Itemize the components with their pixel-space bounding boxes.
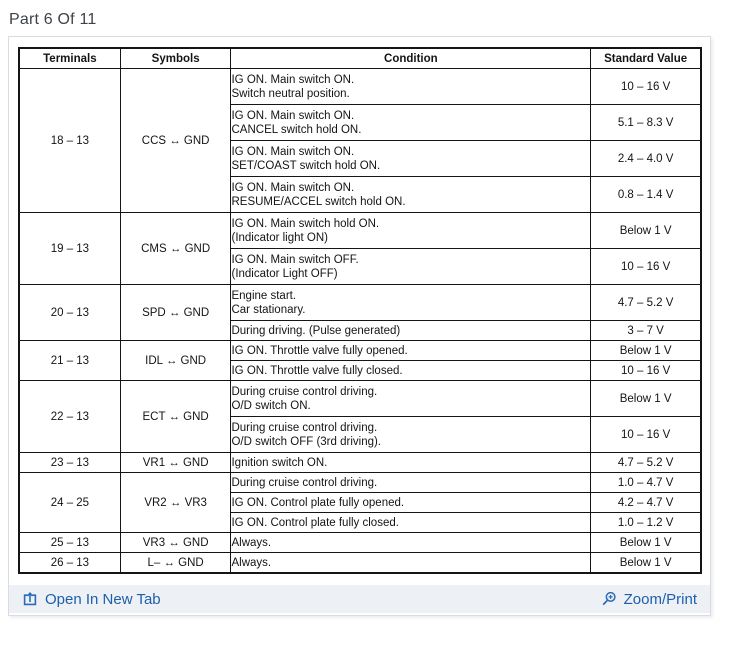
table-row: 23 – 13 VR1 ↔ GND Ignition switch ON. 4.7 –… [18, 452, 702, 473]
table-header-row: Terminals Symbols Condition Standard Val… [18, 47, 702, 69]
standard-value-cell: 4.7 – 5.2 V [590, 452, 702, 473]
symbol-cell: SPD ↔ GND [119, 284, 232, 341]
condition-cell: Ignition switch ON. [230, 452, 592, 473]
table-row: IG ON. Main switch ON. RESUME/ACCEL switc… [19, 176, 702, 213]
condition-cell: IG ON. Main switch ON. CANCEL switch hold… [230, 104, 592, 141]
terminals-cell: 20 – 13 [18, 284, 121, 341]
symbol-cell: VR3 ↔ GND [119, 532, 232, 553]
table-row: 20 – 13 SPD ↔ GND Engine start. Car station… [18, 284, 702, 341]
open-in-new-tab-icon [22, 591, 38, 607]
symbol-cell: CMS ↔ GND [119, 212, 232, 285]
column-header-condition: Condition [230, 47, 592, 69]
condition-cell: During driving. (Pulse generated) [230, 320, 592, 341]
standard-value-cell: 1.0 – 1.2 V [590, 512, 702, 533]
standard-value-cell: 4.7 – 5.2 V [590, 284, 702, 321]
column-header-symbols: Symbols [119, 47, 232, 69]
column-header-terminals: Terminals [18, 47, 121, 69]
condition-cell: IG ON. Throttle valve fully opened. [230, 340, 592, 361]
symbol-cell: L– ↔ GND [119, 552, 232, 574]
standard-value-cell: 1.0 – 4.7 V [590, 472, 702, 493]
terminals-cell: 24 – 25 [18, 472, 121, 533]
standard-value-cell: Below 1 V [590, 532, 702, 553]
table-row: 22 – 13 ECT ↔ GND During cruise control dr… [18, 380, 702, 453]
standard-value-cell: Below 1 V [590, 340, 702, 361]
standard-value-cell: 3 – 7 V [590, 320, 702, 341]
table-row: 24 – 25 VR2 ↔ VR3 During cruise control dr… [18, 472, 702, 533]
table-container: Terminals Symbols Condition Standard Val… [18, 47, 702, 574]
open-in-new-tab-link[interactable]: Open In New Tab [22, 591, 161, 608]
standard-value-cell: 10 – 16 V [590, 416, 702, 453]
standard-value-cell: 10 – 16 V [590, 360, 702, 381]
condition-cell: During cruise control driving. [230, 472, 592, 493]
column-header-standard-value: Standard Value [590, 47, 702, 69]
zoom-print-link[interactable]: Zoom/Print [601, 591, 697, 608]
table-row: IG ON. Main switch ON. CANCEL switch hold… [19, 104, 702, 141]
standard-value-cell: Below 1 V [590, 380, 702, 417]
symbol-cell: VR1 ↔ GND [119, 452, 232, 473]
standard-value-cell: 10 – 16 V [590, 68, 702, 105]
terminal-voltage-table: Terminals Symbols Condition Standard Val… [18, 47, 702, 574]
table-row: 25 – 13 VR3 ↔ GND Always. Below 1 V [18, 532, 702, 553]
condition-cell: IG ON. Main switch ON. SET/COAST switch h… [230, 140, 592, 177]
symbol-cell: IDL ↔ GND [119, 340, 232, 381]
table-row: IG ON. Main switch OFF. (Indicator Light … [19, 248, 702, 285]
terminals-cell: 18 – 13 [18, 68, 121, 213]
table-row: During cruise control driving. O/D switch… [19, 416, 702, 453]
condition-cell: Always. [230, 552, 592, 574]
condition-cell: Engine start. Car stationary. [230, 284, 592, 321]
page-title: Part 6 Of 11 [9, 11, 97, 28]
terminals-cell: 21 – 13 [18, 340, 121, 381]
standard-value-cell: 5.1 – 8.3 V [590, 104, 702, 141]
table-row: IG ON. Control plate fully opened. 4.2 – … [19, 492, 702, 513]
zoom-print-label: Zoom/Print [623, 590, 697, 608]
panel-footer: Open In New Tab Zoom/Print [9, 585, 710, 613]
condition-cell: During cruise control driving. O/D switch… [230, 380, 592, 417]
terminals-cell: 26 – 13 [18, 552, 121, 574]
symbol-cell: VR2 ↔ VR3 [119, 472, 232, 533]
standard-value-cell: 0.8 – 1.4 V [590, 176, 702, 213]
magnifier-plus-icon [601, 591, 617, 607]
table-row: 19 – 13 CMS ↔ GND IG ON. Main switch hold … [18, 212, 702, 285]
condition-cell: IG ON. Main switch ON. Switch neutral pos… [230, 68, 592, 105]
condition-cell: IG ON. Control plate fully opened. [230, 492, 592, 513]
condition-cell: IG ON. Main switch OFF. (Indicator Light … [230, 248, 592, 285]
symbol-cell: CCS ↔ GND [119, 68, 232, 213]
standard-value-cell: Below 1 V [590, 212, 702, 249]
condition-cell: IG ON. Main switch hold ON. (Indicator li… [230, 212, 592, 249]
standard-value-cell: 2.4 – 4.0 V [590, 140, 702, 177]
standard-value-cell: 10 – 16 V [590, 248, 702, 285]
terminal-table-body: 18 – 13 CCS ↔ GND IG ON. Main switch ON. Sw… [18, 68, 702, 574]
condition-cell: IG ON. Main switch ON. RESUME/ACCEL switc… [230, 176, 592, 213]
table-row: IG ON. Main switch ON. SET/COAST switch h… [19, 140, 702, 177]
condition-cell: During cruise control driving. O/D switch… [230, 416, 592, 453]
condition-cell: Always. [230, 532, 592, 553]
condition-cell: IG ON. Control plate fully closed. [230, 512, 592, 533]
table-row: IG ON. Control plate fully closed. 1.0 – … [19, 512, 702, 533]
symbol-cell: ECT ↔ GND [119, 380, 232, 453]
standard-value-cell: 4.2 – 4.7 V [590, 492, 702, 513]
terminals-cell: 25 – 13 [18, 532, 121, 553]
table-row: 21 – 13 IDL ↔ GND IG ON. Throttle valve fu… [18, 340, 702, 381]
terminals-cell: 19 – 13 [18, 212, 121, 285]
terminals-cell: 23 – 13 [18, 452, 121, 473]
table-row: 18 – 13 CCS ↔ GND IG ON. Main switch ON. Sw… [18, 68, 702, 213]
terminals-cell: 22 – 13 [18, 380, 121, 453]
condition-cell: IG ON. Throttle valve fully closed. [230, 360, 592, 381]
open-in-new-tab-label: Open In New Tab [45, 590, 161, 608]
standard-value-cell: Below 1 V [590, 552, 702, 574]
table-row: 26 – 13 L– ↔ GND Always. Below 1 V [18, 552, 702, 574]
document-panel: Terminals Symbols Condition Standard Val… [8, 36, 711, 616]
